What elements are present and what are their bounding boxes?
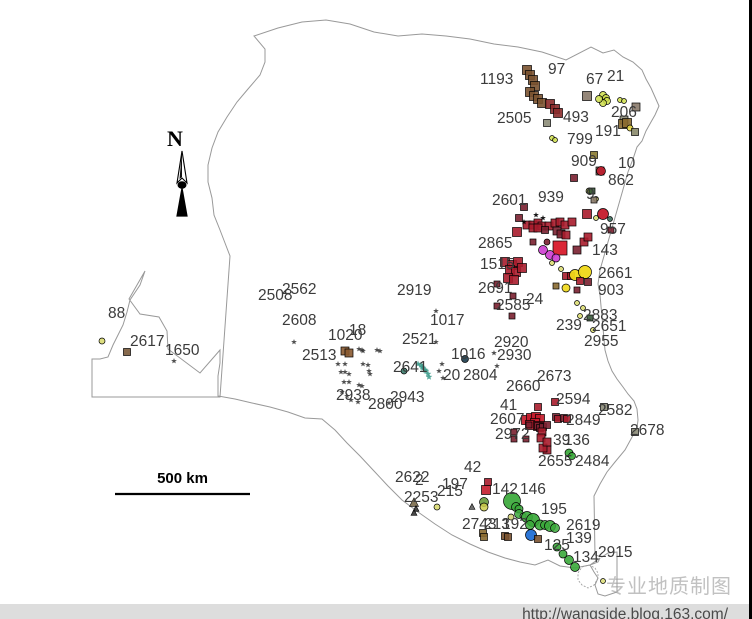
svg-text:1193: 1193 [480,71,513,88]
svg-text:142: 142 [492,481,518,498]
svg-text:192: 192 [502,516,528,533]
svg-text:239: 239 [556,317,582,334]
svg-text:2608: 2608 [282,312,316,329]
svg-text:18: 18 [349,322,366,339]
svg-text:125: 125 [544,537,570,554]
svg-text:2: 2 [415,472,424,489]
svg-text:2661: 2661 [598,265,632,282]
svg-text:215: 215 [437,483,463,500]
svg-text:1016: 1016 [451,346,485,363]
svg-text:N: N [167,128,183,151]
svg-text:134: 134 [573,549,599,566]
svg-text:21: 21 [607,68,624,85]
svg-text:20: 20 [443,367,461,384]
svg-text:1017: 1017 [430,312,464,329]
svg-text:2972: 2972 [495,426,529,443]
svg-text:799: 799 [567,131,593,148]
svg-text:2849: 2849 [566,412,600,429]
svg-text:2655: 2655 [538,453,572,470]
svg-text:909: 909 [571,153,597,170]
svg-text:2915: 2915 [598,544,632,561]
svg-text:2622: 2622 [395,469,429,486]
svg-text:143: 143 [592,242,618,259]
svg-text:493: 493 [563,109,589,126]
svg-text:2594: 2594 [556,391,591,408]
svg-text:2505: 2505 [497,110,531,127]
svg-text:903: 903 [598,282,624,299]
svg-text:2562: 2562 [282,281,316,298]
svg-text:2938: 2938 [336,387,370,404]
svg-text:2930: 2930 [497,347,532,364]
svg-text:67: 67 [586,71,603,88]
svg-text:2641: 2641 [393,359,427,376]
svg-text:2691: 2691 [478,280,512,297]
svg-text:2865: 2865 [478,235,512,252]
svg-text:139: 139 [566,530,592,547]
svg-text:206: 206 [611,104,637,121]
svg-text:1515: 1515 [480,256,514,273]
svg-text:939: 939 [538,189,564,206]
svg-text:2521: 2521 [402,331,436,348]
svg-text:2943: 2943 [390,389,424,406]
svg-text:88: 88 [108,305,125,322]
svg-text:2678: 2678 [630,422,664,439]
svg-text:1650: 1650 [165,342,200,359]
svg-text:42: 42 [464,459,481,476]
svg-text:191: 191 [595,123,621,140]
svg-text:2513: 2513 [302,347,336,364]
svg-text:10: 10 [618,155,636,172]
svg-text:2804: 2804 [463,367,498,384]
svg-text:195: 195 [541,501,567,518]
svg-text:97: 97 [548,61,565,78]
svg-text:2660: 2660 [506,378,541,395]
svg-text:9: 9 [586,186,595,203]
svg-text:2617: 2617 [130,333,164,350]
svg-text:2919: 2919 [397,282,431,299]
svg-text:2601: 2601 [492,192,526,209]
svg-text:862: 862 [608,172,634,189]
svg-text:136: 136 [564,432,590,449]
svg-text:2673: 2673 [537,368,571,385]
svg-text:146: 146 [520,481,546,498]
svg-text:2253: 2253 [404,489,438,506]
svg-text:2582: 2582 [598,402,632,419]
svg-text:957: 957 [600,221,626,238]
svg-text:2484: 2484 [575,453,610,470]
svg-text:2955: 2955 [584,333,618,350]
svg-text:24: 24 [526,291,544,308]
